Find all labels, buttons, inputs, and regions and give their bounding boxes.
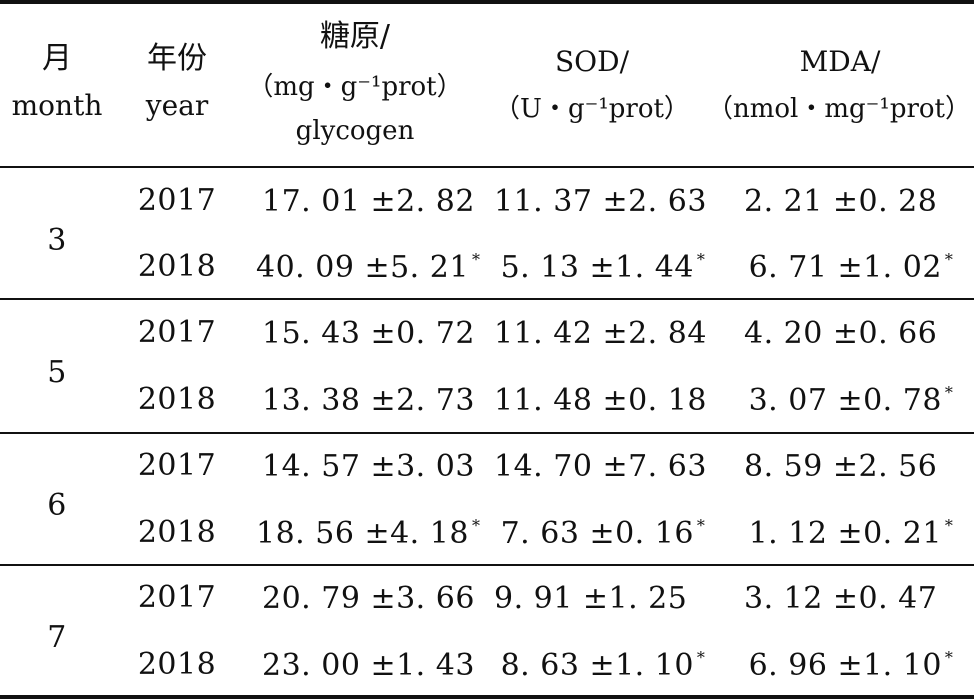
table-bottom-rule [0, 695, 974, 699]
mda-cell: 8. 59 ±2. 56 [744, 449, 938, 484]
mda-cell: 3. 07 ±0. 78 * [748, 383, 954, 418]
header-glycogen-en: glycogen [295, 116, 415, 146]
glycogen-cell: 40. 09 ±5. 21 * [256, 250, 481, 285]
glycogen-cell: 15. 43 ±0. 72 [262, 316, 475, 351]
header-sod-name: SOD/ [554, 45, 630, 78]
glycogen-cell: 13. 38 ±2. 73 [262, 383, 475, 418]
table-top-rule [0, 0, 974, 4]
glycogen-cell: 23. 00 ±1. 43 [262, 648, 475, 683]
sod-cell: 14. 70 ±7. 63 [494, 449, 707, 484]
mda-cell: 4. 20 ±0. 66 [744, 316, 938, 351]
significance-mark: * [696, 250, 706, 269]
year-cell: 2018 [137, 382, 217, 417]
sod-cell: 9. 91 ±1. 25 [494, 581, 688, 616]
group-rule [0, 432, 974, 434]
header-year-cn: 年份 [147, 41, 207, 76]
sod-cell: 5. 13 ±1. 44 * [500, 250, 706, 285]
header-glycogen-cn: 糖原/ [319, 19, 391, 54]
significance-mark: * [944, 383, 954, 402]
year-cell: 2017 [137, 580, 217, 615]
mda-cell: 2. 21 ±0. 28 [744, 184, 938, 219]
sod-cell: 11. 37 ±2. 63 [494, 184, 707, 219]
header-year-en: year [145, 89, 209, 122]
header-month-en: month [11, 89, 103, 122]
sod-cell: 11. 48 ±0. 18 [494, 383, 707, 418]
group-rule [0, 564, 974, 566]
significance-mark: * [944, 516, 954, 535]
year-cell: 2017 [137, 315, 217, 350]
year-cell: 2018 [137, 647, 217, 682]
month-cell: 6 [47, 488, 67, 523]
month-cell: 5 [47, 355, 67, 390]
glycogen-cell: 14. 57 ±3. 03 [262, 449, 475, 484]
sod-cell: 8. 63 ±1. 10 * [500, 648, 706, 683]
year-cell: 2018 [137, 515, 217, 550]
sod-cell: 11. 42 ±2. 84 [494, 316, 707, 351]
mda-cell: 3. 12 ±0. 47 [744, 581, 938, 616]
month-cell: 3 [47, 223, 67, 258]
header-rule [0, 166, 974, 168]
significance-mark: * [471, 250, 481, 269]
mda-cell: 6. 96 ±1. 10 * [748, 648, 954, 683]
year-cell: 2017 [137, 448, 217, 483]
header-mda-unit: （nmol・mg⁻¹prot） [707, 94, 971, 124]
month-cell: 7 [47, 620, 67, 655]
mda-cell: 6. 71 ±1. 02 * [748, 250, 954, 285]
significance-mark: * [944, 648, 954, 667]
significance-mark: * [696, 516, 706, 535]
group-rule [0, 298, 974, 300]
glycogen-cell: 20. 79 ±3. 66 [262, 581, 475, 616]
header-month-cn: 月 [42, 41, 72, 76]
header-mda-name: MDA/ [799, 45, 881, 78]
sod-cell: 7. 63 ±0. 16 * [500, 516, 706, 551]
year-cell: 2018 [137, 249, 217, 284]
significance-mark: * [696, 648, 706, 667]
significance-mark: * [944, 250, 954, 269]
year-cell: 2017 [137, 183, 217, 218]
significance-mark: * [471, 516, 481, 535]
glycogen-cell: 18. 56 ±4. 18 * [256, 516, 481, 551]
mda-cell: 1. 12 ±0. 21 * [748, 516, 954, 551]
header-glycogen-unit: （mg・g⁻¹prot） [247, 72, 463, 102]
header-sod-unit: （U・g⁻¹prot） [494, 94, 690, 124]
glycogen-cell: 17. 01 ±2. 82 [262, 184, 475, 219]
